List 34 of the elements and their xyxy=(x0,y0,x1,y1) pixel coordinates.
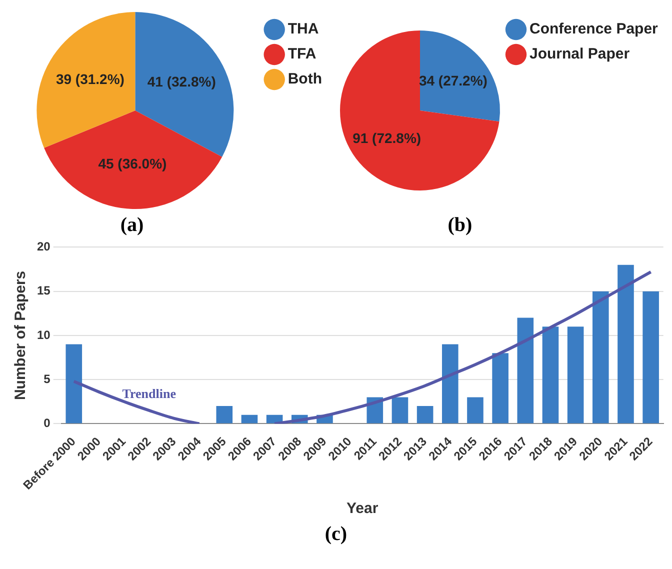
bar xyxy=(216,406,233,424)
data-label: 91 (72.8%) xyxy=(352,130,422,146)
legend-label: THA xyxy=(288,20,319,38)
y-tick-label: 0 xyxy=(44,416,51,430)
bar xyxy=(592,291,609,424)
legend-label: Conference Paper xyxy=(530,20,658,38)
bar xyxy=(517,318,534,424)
data-label: 39 (31.2%) xyxy=(56,71,124,88)
text: (a) xyxy=(119,213,145,237)
bar xyxy=(392,397,408,424)
bar xyxy=(467,397,484,424)
bar xyxy=(542,326,559,424)
data-label: 45 (36.0%) xyxy=(98,155,167,172)
annotation: Trendline xyxy=(122,386,176,401)
data-label: 41 (32.8%) xyxy=(147,73,216,90)
bar xyxy=(567,326,584,424)
legend-label: Journal Paper xyxy=(530,46,630,63)
legend-label: TFA xyxy=(288,46,316,63)
bar xyxy=(241,414,258,424)
legend-label: Both xyxy=(288,70,322,88)
y-tick-label: 5 xyxy=(44,372,51,386)
x-axis-title: Year xyxy=(346,500,378,518)
text: (b) xyxy=(446,213,474,237)
y-axis-title: Number of Papers xyxy=(12,270,30,400)
bar xyxy=(442,344,458,424)
bar xyxy=(642,291,659,424)
y-tick-label: 10 xyxy=(36,328,51,342)
text: (c) xyxy=(324,522,348,546)
bar xyxy=(66,344,82,424)
bar xyxy=(416,406,434,424)
bar xyxy=(618,264,634,424)
y-tick-label: 20 xyxy=(36,240,51,254)
y-tick-label: 15 xyxy=(36,284,51,298)
bar xyxy=(492,353,508,424)
